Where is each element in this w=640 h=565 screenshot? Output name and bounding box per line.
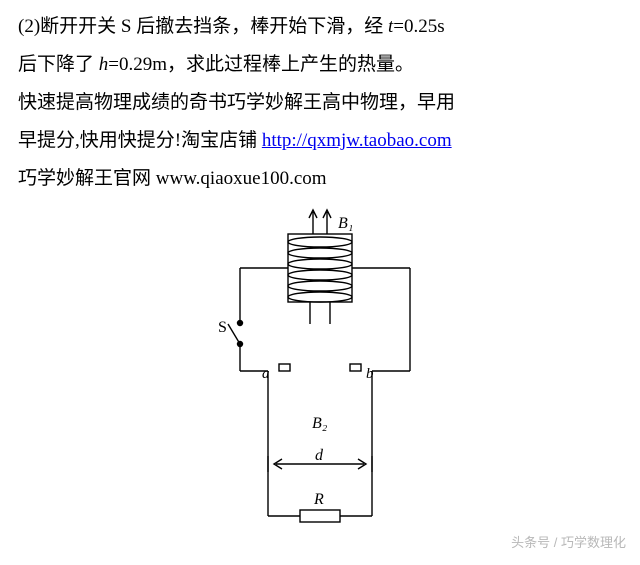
label-s: S — [218, 319, 227, 336]
label-b2: B₂ — [312, 415, 328, 432]
circuit-diagram: B₁ S a b — [180, 206, 460, 536]
problem-line-1: (2)断开开关 S 后撤去挡条，棒开始下滑，经 t=0.25s — [18, 8, 622, 46]
label-b: b — [366, 366, 374, 382]
label-d: d — [315, 447, 324, 464]
text-1a: (2)断开开关 S 后撤去挡条，棒开始下滑，经 — [18, 16, 388, 37]
promo-line-2: 早提分,快用快提分!淘宝店铺 http://qxmjw.taobao.com — [18, 122, 622, 160]
h-value: =0.29m，求此过程棒上产生的热量。 — [108, 54, 414, 75]
text-4a: 早提分,快用快提分!淘宝店铺 — [18, 130, 262, 151]
text-2a: 后下降了 — [18, 54, 99, 75]
promo-line-1: 快速提高物理成绩的奇书巧学妙解王高中物理，早用 — [18, 84, 622, 122]
taobao-link[interactable]: http://qxmjw.taobao.com — [262, 130, 452, 151]
t-value: =0.25s — [393, 16, 444, 37]
h-symbol: h — [99, 54, 109, 75]
promo-line-3: 巧学妙解王官网 www.qiaoxue100.com — [18, 160, 622, 198]
label-r: R — [313, 491, 324, 508]
label-b1: B₁ — [338, 215, 353, 232]
problem-line-2: 后下降了 h=0.29m，求此过程棒上产生的热量。 — [18, 46, 622, 84]
watermark: 头条号 / 巧学数理化 — [511, 532, 626, 551]
